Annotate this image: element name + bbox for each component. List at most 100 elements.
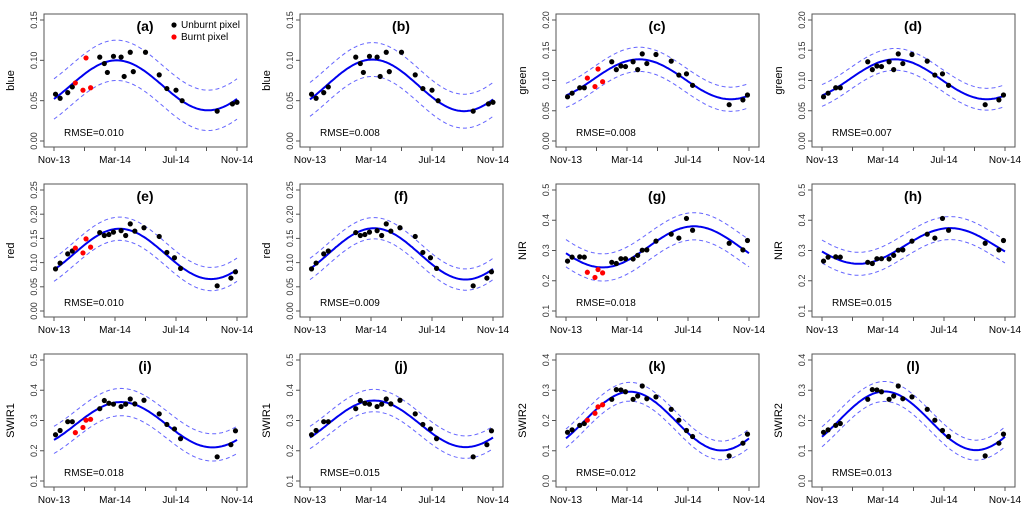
lower-band-line (53, 80, 238, 131)
burnt-point (595, 66, 601, 72)
y-tick-label: 0.20 (797, 11, 807, 29)
rmse-label: RMSE=0.015 (832, 298, 892, 309)
unburnt-point (374, 54, 380, 60)
unburnt-point (130, 69, 136, 75)
x-tick-label: Jul-14 (674, 325, 702, 336)
unburnt-point (484, 442, 490, 448)
unburnt-point (924, 58, 930, 64)
unburnt-point (321, 251, 327, 257)
x-tick-label: Nov-14 (989, 325, 1022, 336)
lower-band-line (565, 70, 750, 112)
upper-band-line (309, 217, 494, 270)
unburnt-point (639, 51, 645, 57)
unburnt-point (639, 383, 645, 389)
unburnt-point (676, 235, 682, 241)
unburnt-point (127, 221, 133, 227)
fit-line (565, 58, 750, 101)
x-tick-label: Nov-14 (989, 155, 1022, 166)
fit-line (821, 227, 1006, 265)
unburnt-point (740, 440, 746, 446)
unburnt-point (374, 228, 380, 234)
unburnt-point (744, 237, 751, 244)
panel-title: (h) (904, 188, 922, 204)
upper-band-line (821, 381, 1006, 441)
unburnt-point (123, 232, 129, 239)
unburnt-point (569, 90, 575, 96)
x-tick-label: Nov-14 (221, 495, 254, 506)
unburnt-point (132, 228, 138, 234)
upper-band-line (53, 39, 238, 91)
unburnt-point (639, 247, 645, 253)
unburnt-point (653, 394, 659, 400)
unburnt-point (101, 60, 107, 67)
unburnt-point (689, 82, 696, 88)
unburnt-point (118, 54, 124, 60)
unburnt-point (982, 102, 988, 108)
rmse-label: RMSE=0.018 (576, 298, 636, 309)
unburnt-point (865, 59, 871, 65)
burnt-point (600, 402, 606, 408)
x-tick-label: Nov-13 (806, 325, 839, 336)
lower-band-line (821, 400, 1006, 461)
unburnt-point (232, 428, 239, 434)
unburnt-point (374, 403, 380, 410)
x-tick-label: Nov-13 (294, 495, 327, 506)
y-tick-label: 0.3 (29, 414, 39, 427)
y-axis-label: green (517, 66, 529, 94)
panel-title: (e) (136, 188, 153, 204)
unburnt-point (613, 387, 619, 393)
unburnt-point (360, 69, 366, 76)
unburnt-point (740, 97, 746, 103)
unburnt-point (97, 54, 103, 60)
x-tick-label: Mar-14 (355, 495, 387, 506)
unburnt-point (909, 51, 915, 58)
burnt-point (592, 274, 598, 281)
panel-f: 0.00 0.05 0.10 0.15 0.20 0.25 red Nov-13 Mar-14 J… (261, 181, 510, 336)
unburnt-point (996, 440, 1002, 446)
unburnt-point (313, 427, 319, 434)
y-tick-label: 0.2 (285, 444, 295, 457)
unburnt-point (110, 53, 117, 59)
unburnt-point (308, 432, 315, 438)
x-tick-label: Nov-14 (733, 495, 766, 506)
unburnt-point (895, 247, 901, 253)
x-tick-label: Mar-14 (611, 155, 643, 166)
unburnt-point (156, 411, 162, 417)
unburnt-point (420, 249, 426, 256)
y-tick-label: 0.15 (541, 41, 551, 59)
lower-band-line (309, 238, 494, 291)
fit-line (565, 225, 750, 269)
y-tick-label: 0.4 (29, 384, 39, 397)
unburnt-point (106, 400, 112, 406)
y-tick-label: 0.0 (797, 475, 807, 488)
upper-band-line (53, 387, 238, 435)
lower-band-line (565, 400, 750, 461)
unburnt-point (65, 419, 71, 425)
unburnt-point (484, 275, 490, 281)
burnt-point (88, 416, 94, 422)
unburnt-point (676, 417, 682, 423)
unburnt-point (635, 67, 641, 73)
unburnt-point (412, 411, 418, 417)
unburnt-point (179, 98, 185, 104)
unburnt-point (121, 73, 127, 80)
unburnt-point (118, 228, 124, 234)
burnt-point (592, 410, 598, 416)
y-tick-label: 0.4 (797, 354, 807, 367)
y-tick-label: 0.05 (285, 92, 295, 110)
unburnt-point (577, 85, 583, 91)
unburnt-point (668, 231, 674, 237)
x-tick-label: Mar-14 (355, 325, 387, 336)
unburnt-point (1000, 237, 1007, 244)
unburnt-point (366, 53, 373, 59)
unburnt-point (377, 73, 383, 80)
unburnt-point (228, 275, 234, 281)
x-tick-label: Mar-14 (99, 155, 131, 166)
x-tick-label: Nov-13 (38, 325, 71, 336)
x-tick-label: Jul-14 (930, 495, 958, 506)
unburnt-point (427, 255, 434, 261)
x-tick-label: Nov-13 (550, 155, 583, 166)
y-tick-label: 0.3 (797, 244, 807, 257)
unburnt-point (909, 238, 915, 244)
unburnt-point (878, 256, 885, 262)
